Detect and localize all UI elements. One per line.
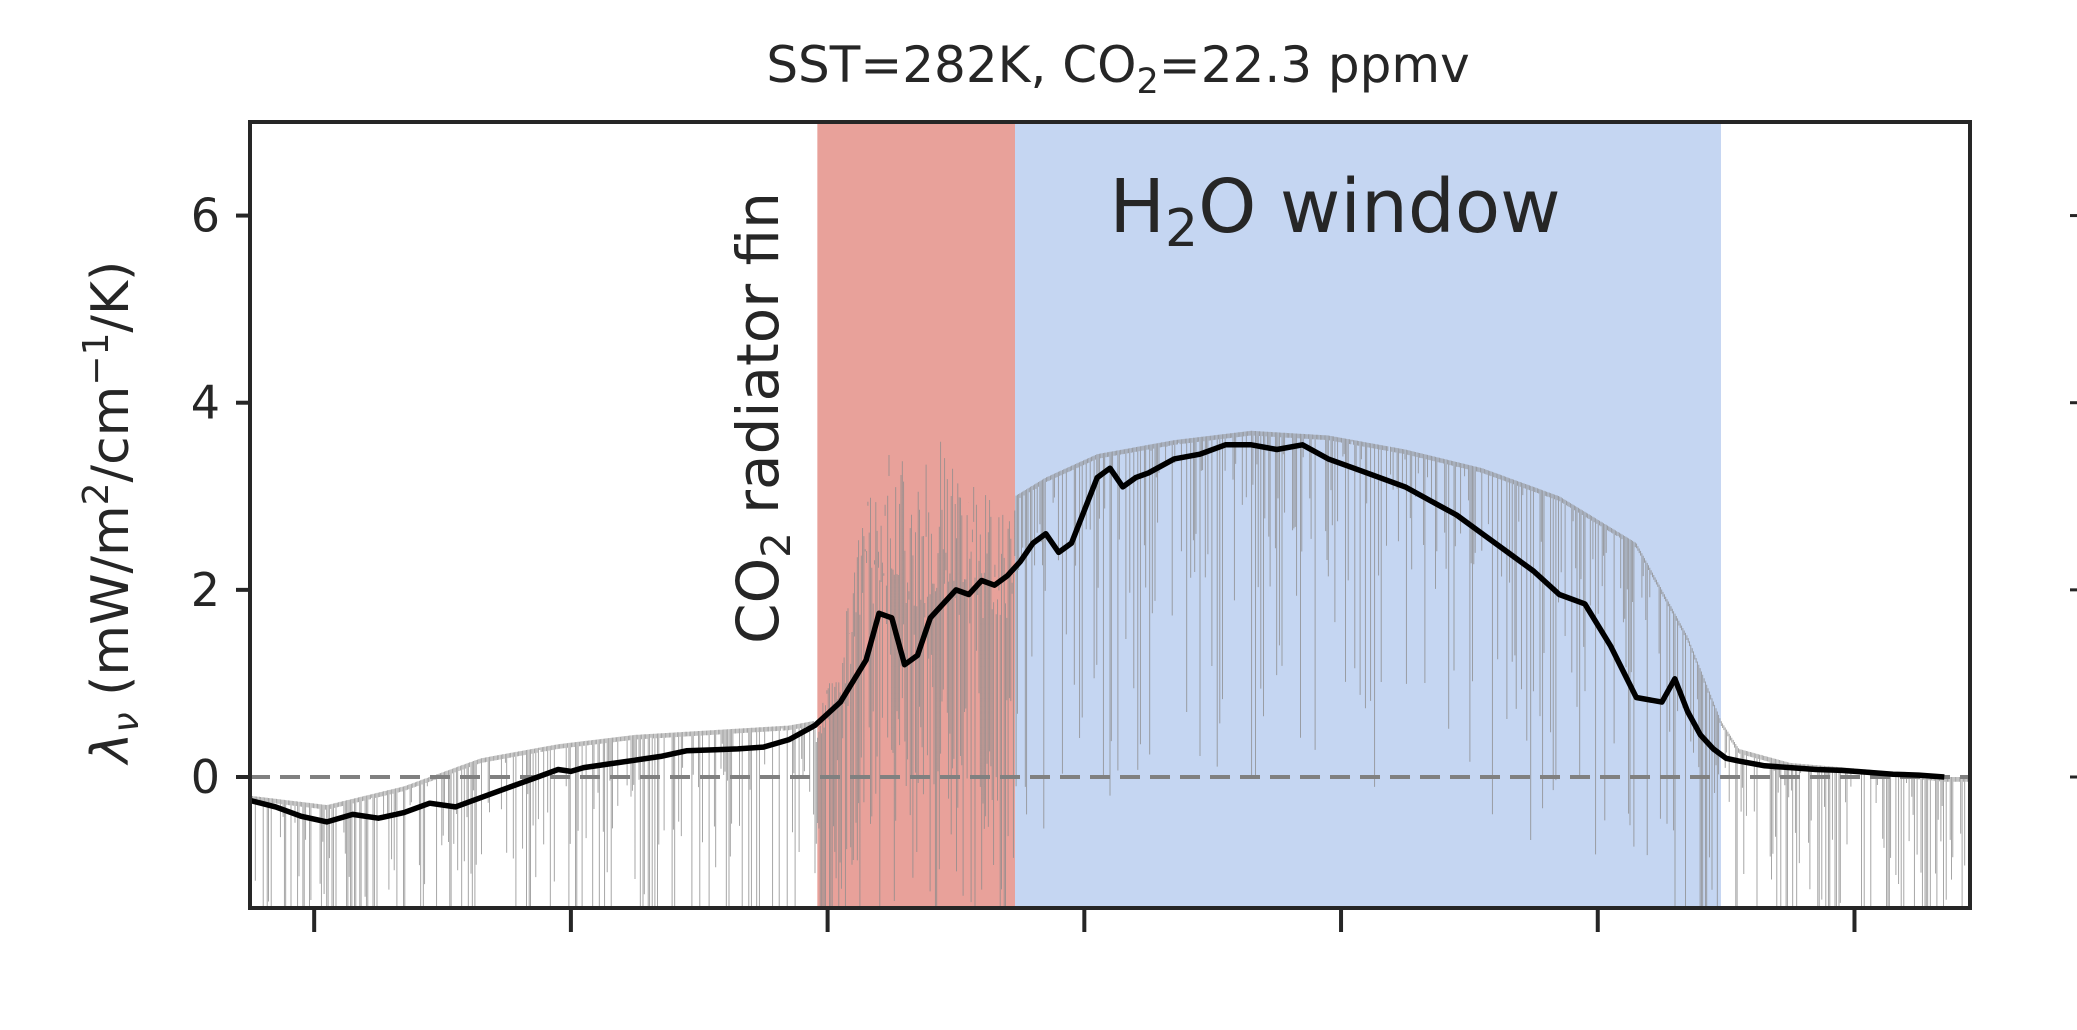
y-tick-label: 6 bbox=[191, 189, 220, 243]
series-line-smoothed bbox=[249, 442, 1945, 825]
y-axis-label: λν (mW/m2/cm−1/K) bbox=[76, 261, 147, 767]
h2o-band-label: H2O window bbox=[1109, 164, 1560, 259]
x-ticks-layer bbox=[312, 908, 1857, 932]
y-tick-label: 4 bbox=[191, 376, 220, 430]
right-axis-ticks-layer bbox=[2070, 214, 2077, 779]
y-tick-label: 0 bbox=[191, 750, 220, 804]
y-tick-label: 2 bbox=[191, 563, 220, 617]
co2-band-label: CO2 radiator fin bbox=[724, 192, 800, 644]
chart-title: SST=282K, CO2=22.3 ppmv bbox=[766, 36, 1469, 102]
plot-frame bbox=[248, 120, 1972, 910]
y-ticks-layer: 0 2 4 6 bbox=[191, 189, 250, 804]
